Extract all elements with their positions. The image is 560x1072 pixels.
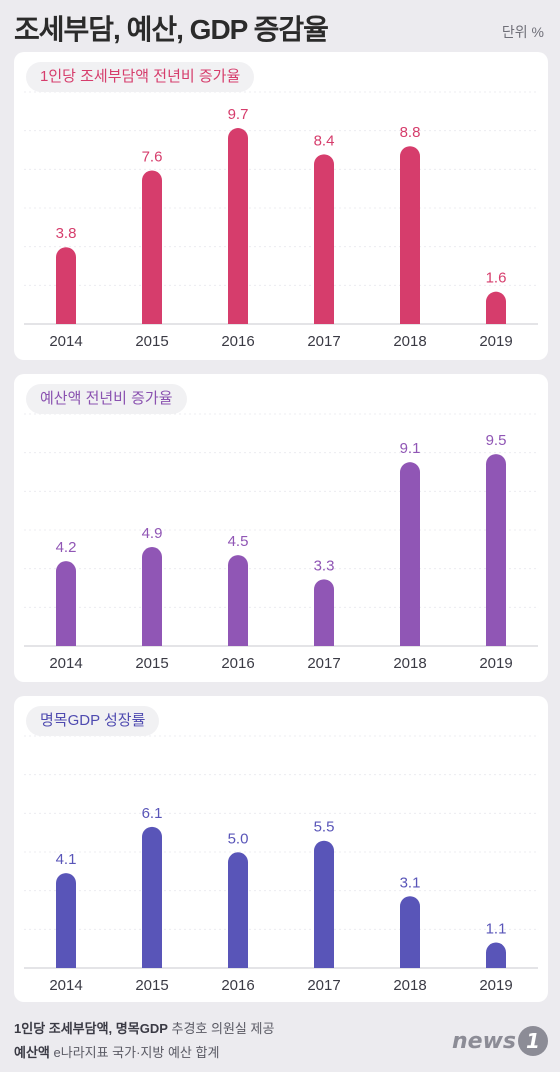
gdp-chart: 4.1 2014 6.1 2015 5.0 2016 5.5 2017 3.1 2018 1.1 20…	[24, 735, 538, 994]
tax-bar-2015	[142, 170, 162, 324]
budget-x-tick-2014: 2014	[49, 655, 82, 672]
gdp-bar-2018	[400, 896, 420, 968]
tax-value-label-2017: 8.4	[314, 132, 335, 149]
tax-x-tick-2014: 2014	[49, 333, 82, 350]
source-line-1: 1인당 조세부담액, 명목GDP 추경호 의원실 제공	[14, 1018, 274, 1037]
budget-bar-2016	[228, 555, 248, 646]
budget-x-tick-2017: 2017	[307, 655, 340, 672]
source-line-2: 예산액 e나라지표 국가·지방 예산 합계	[14, 1042, 219, 1061]
budget-value-label-2014: 4.2	[56, 539, 77, 556]
chart-panel-gdp: 4.1 2014 6.1 2015 5.0 2016 5.5 2017 3.1 2018 1.1 20…	[14, 696, 548, 1002]
gdp-bar-2015	[142, 826, 162, 968]
chart-panel-tax: 3.8 2014 7.6 2015 9.7 2016 8.4 2017 8.8 2018 1.6 20…	[14, 52, 548, 360]
chart-title-budget: 예산액 전년비 증가율	[26, 384, 187, 414]
source-2-text: e나라지표 국가·지방 예산 합계	[49, 1045, 220, 1060]
tax-value-label-2014: 3.8	[56, 225, 77, 242]
tax-value-label-2018: 8.8	[400, 124, 421, 141]
news1-logo: news 1	[452, 1026, 548, 1056]
gdp-bar-2017	[314, 840, 334, 968]
tax-bar-2019	[486, 291, 506, 324]
gdp-bar-2016	[228, 852, 248, 968]
budget-value-label-2016: 4.5	[228, 533, 249, 550]
budget-bar-2014	[56, 561, 76, 646]
gdp-gridlines	[24, 735, 538, 930]
budget-value-label-2017: 3.3	[314, 557, 335, 574]
source-1-label: 1인당 조세부담액, 명목GDP	[14, 1021, 168, 1036]
chart-title-gdp: 명목GDP 성장률	[26, 706, 160, 736]
chart-title-tax: 1인당 조세부담액 전년비 증가율	[26, 62, 255, 92]
tax-bar-2017	[314, 154, 334, 324]
gdp-x-tick-2015: 2015	[135, 977, 168, 994]
tax-value-label-2015: 7.6	[142, 148, 163, 165]
budget-x-tick-2015: 2015	[135, 655, 168, 672]
gdp-value-label-2017: 5.5	[314, 819, 335, 836]
unit-label: 단위 %	[501, 24, 544, 40]
chart-panel-budget: 4.2 2014 4.9 2015 4.5 2016 3.3 2017 9.1 2018 9.5 20…	[14, 374, 548, 682]
page-title: 조세부담, 예산, GDP 증감율	[14, 14, 329, 45]
budget-x-tick-2018: 2018	[393, 655, 426, 672]
logo-text: news	[451, 1028, 516, 1054]
logo-badge: 1	[518, 1026, 548, 1056]
gdp-value-label-2015: 6.1	[142, 805, 163, 822]
budget-bar-2019	[486, 454, 506, 646]
tax-bar-2018	[400, 146, 420, 324]
budget-x-tick-2016: 2016	[221, 655, 254, 672]
gdp-bar-2014	[56, 873, 76, 968]
tax-value-label-2019: 1.6	[486, 270, 507, 287]
tax-value-label-2016: 9.7	[228, 106, 249, 123]
gdp-value-label-2018: 3.1	[400, 874, 421, 891]
gdp-x-tick-2016: 2016	[221, 977, 254, 994]
gdp-x-tick-2019: 2019	[479, 977, 512, 994]
tax-x-tick-2015: 2015	[135, 333, 168, 350]
budget-value-label-2018: 9.1	[400, 440, 421, 457]
budget-bar-2018	[400, 462, 420, 646]
tax-gridlines	[24, 91, 538, 286]
budget-chart: 4.2 2014 4.9 2015 4.5 2016 3.3 2017 9.1 2018 9.5 20…	[24, 413, 538, 672]
source-1-text: 추경호 의원실 제공	[167, 1021, 275, 1036]
gdp-value-label-2019: 1.1	[486, 921, 507, 938]
tax-bar-2016	[228, 128, 248, 324]
tax-chart: 3.8 2014 7.6 2015 9.7 2016 8.4 2017 8.8 2018 1.6 20…	[24, 91, 538, 350]
gdp-value-label-2016: 5.0	[228, 830, 249, 847]
tax-bar-2014	[56, 247, 76, 324]
budget-gridlines	[24, 413, 538, 608]
tax-x-tick-2017: 2017	[307, 333, 340, 350]
tax-x-tick-2019: 2019	[479, 333, 512, 350]
gdp-x-tick-2018: 2018	[393, 977, 426, 994]
budget-value-label-2015: 4.9	[142, 525, 163, 542]
gdp-value-label-2014: 4.1	[56, 851, 77, 868]
gdp-bar-2019	[486, 942, 506, 968]
budget-value-label-2019: 9.5	[486, 432, 507, 449]
budget-x-tick-2019: 2019	[479, 655, 512, 672]
tax-x-tick-2016: 2016	[221, 333, 254, 350]
budget-bar-2017	[314, 579, 334, 646]
source-2-label: 예산액	[14, 1045, 50, 1060]
gdp-x-tick-2014: 2014	[49, 977, 82, 994]
gdp-x-tick-2017: 2017	[307, 977, 340, 994]
tax-x-tick-2018: 2018	[393, 333, 426, 350]
budget-bar-2015	[142, 547, 162, 646]
